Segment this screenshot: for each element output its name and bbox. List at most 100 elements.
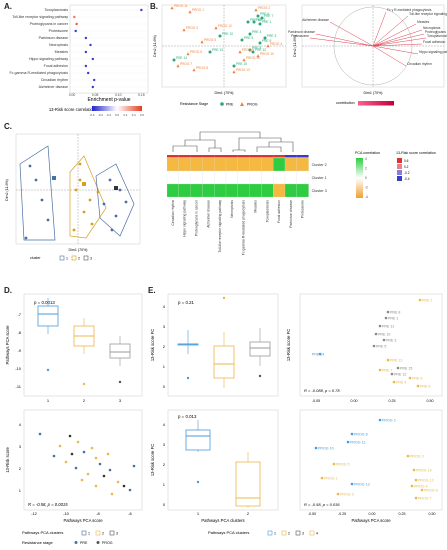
e-bl-xlabel: Pathways PCA clusters <box>201 518 244 523</box>
box <box>213 345 235 379</box>
heatmap-col-label: Parkinson disease <box>289 200 293 228</box>
scatter-point <box>116 480 120 484</box>
pre-point-label: PRE 6 <box>260 12 269 16</box>
pre-point-label: PRE 2 <box>256 18 265 22</box>
pathway-label: Hippo signaling pathway <box>29 57 68 61</box>
point-label: PROG 11 <box>350 440 365 444</box>
heatmap-cell <box>261 183 274 198</box>
scatter-point <box>68 434 72 438</box>
y-tick: -11 <box>16 384 22 389</box>
point-label: PROG 4 <box>414 484 428 488</box>
pre-point-label: PRE 11 <box>250 18 261 22</box>
pre-point <box>246 20 250 24</box>
heatmap-cell <box>190 183 203 198</box>
scatter-point <box>374 332 378 336</box>
heatmap-cell <box>225 183 238 198</box>
prog-point <box>238 50 242 54</box>
scatter-point <box>106 452 110 456</box>
heatmap-cell <box>296 157 309 172</box>
d-top-pvalue: p = 0.0013 <box>34 300 55 305</box>
pre-point <box>172 58 176 62</box>
heatmap-cell <box>214 170 227 185</box>
pre-point <box>260 16 264 20</box>
point-label: PROG 5 <box>336 462 350 466</box>
heatmap-col-label: Focal adhesion <box>277 200 281 223</box>
heatmap-cell <box>261 157 274 172</box>
cluster-legend-label: 1 <box>66 257 68 261</box>
panel-a-legend-title: 13-Risk score correlation <box>49 107 96 112</box>
heatmap-row-label: Cluster 2 <box>312 163 327 167</box>
loading-label: Circadian rhythm <box>407 62 432 66</box>
scatter-point <box>108 468 112 472</box>
heatmap-cell <box>249 183 262 198</box>
heatmap-cell <box>225 157 238 172</box>
point-label: PRE 9 <box>420 384 430 388</box>
risk-annotation-cell <box>296 155 309 158</box>
loading-arrow <box>372 45 419 55</box>
legend-tick: -0.2 <box>106 113 111 117</box>
scatter-point <box>406 454 410 458</box>
loading-arrow <box>372 23 417 47</box>
prog-point <box>214 26 218 30</box>
legend-pre-marker <box>220 102 224 106</box>
cluster-point <box>46 218 50 222</box>
panel-a: Toxoplasmosis Toll-like receptor signalin… <box>0 0 150 120</box>
outlier-point <box>196 480 200 484</box>
loading-label: Focal adhesion <box>423 40 446 44</box>
x-tick: 0.50 <box>429 512 436 516</box>
y-tick: -7 <box>17 312 21 317</box>
e-bl-pvalue: p = 0.013 <box>178 414 197 419</box>
y-tick: -9 <box>17 348 21 353</box>
scatter-point <box>414 478 418 482</box>
e-tl-pvalue: p = 0.21 <box>178 300 195 305</box>
prog-point <box>242 58 246 62</box>
x-tick: 0.05 <box>92 93 99 97</box>
scatter-point <box>332 462 336 466</box>
point-label: PROG 8 <box>354 432 368 436</box>
y-tick: 1 <box>19 488 22 493</box>
scatter-point <box>80 478 84 482</box>
y-tick: 2 <box>163 344 166 349</box>
cluster-centroid <box>114 186 118 190</box>
pre-point-label: PRE 7 <box>264 14 273 18</box>
cluster-point <box>88 198 92 202</box>
risk-legend-title: 13-Risk score correlation <box>396 151 436 155</box>
risk-annotation-cell <box>273 155 285 158</box>
prog-point <box>188 10 192 14</box>
heatmap-cell <box>166 157 179 172</box>
point-label: PRE 8 <box>390 310 400 314</box>
prog-point-label: PROG 6 <box>190 50 202 54</box>
pre-point-label: PRE 13 <box>212 48 223 52</box>
risk-key-swatch <box>397 170 402 175</box>
scatter-point <box>350 432 354 436</box>
contrib-label: contribution <box>336 101 355 105</box>
x-tick: 0.10 <box>115 93 122 97</box>
y-tick: 3 <box>19 444 22 449</box>
point-label: PRE 15 <box>400 366 412 370</box>
heatmap-cell <box>249 157 262 172</box>
x-tick: 0.00 <box>369 512 376 516</box>
heatmap-col-label: Fc gamma R-mediated phagocytosis <box>242 200 246 256</box>
heatmap-cell <box>178 157 191 172</box>
scatter-point <box>132 464 136 468</box>
heatmap-cell <box>237 170 250 185</box>
prog-point <box>176 64 180 68</box>
loading-label: Proteasome <box>291 34 309 38</box>
prog-point <box>186 52 190 56</box>
pre-point <box>208 50 212 54</box>
legend-prog-label: PROG <box>247 103 258 107</box>
legend-key <box>81 530 87 536</box>
x-tick: 0.25 <box>389 399 396 403</box>
e-tr-ylabel: 13-Risk score FC <box>286 329 291 361</box>
y-tick: 4 <box>163 304 166 309</box>
scatter-point <box>382 338 386 342</box>
scatter-point <box>392 380 396 384</box>
scatter-point <box>372 344 376 348</box>
d-bottom-stat: R = -0.58, p = 0.0015 <box>28 502 68 507</box>
panel-label-a: A. <box>4 2 12 11</box>
d-bottom-ylabel: 13-Risk score <box>5 447 10 473</box>
loading-arrow <box>309 37 374 47</box>
pre-point-label: PRE 12 <box>255 48 266 52</box>
column-dendrogram <box>172 131 294 152</box>
pathway-dot <box>84 50 88 54</box>
